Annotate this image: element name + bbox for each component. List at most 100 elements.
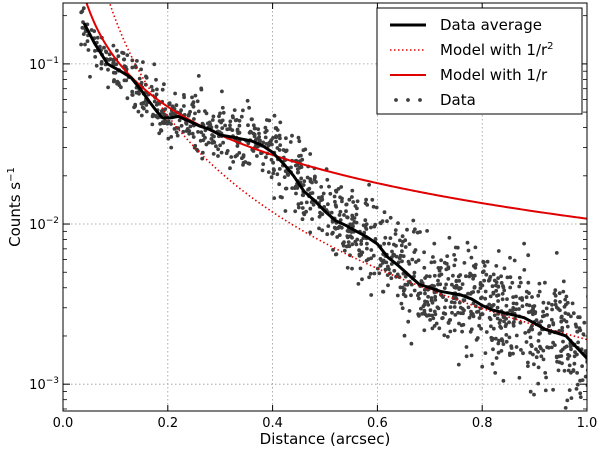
data-point: [537, 281, 542, 286]
data-point: [424, 274, 429, 278]
data-point: [533, 311, 537, 316]
data-point: [196, 130, 200, 134]
data-point: [283, 209, 288, 213]
data-point: [239, 114, 244, 119]
data-point: [517, 275, 522, 280]
data-point: [296, 170, 301, 175]
data-point: [561, 289, 566, 294]
data-point: [204, 111, 209, 116]
data-point: [115, 79, 120, 84]
data-point: [168, 112, 173, 117]
data-point: [175, 133, 180, 138]
data-point: [553, 299, 558, 303]
data-point: [394, 254, 399, 259]
data-point: [440, 316, 445, 320]
data-point: [544, 375, 548, 380]
data-point: [369, 248, 374, 252]
data-point: [480, 364, 485, 369]
data-point: [451, 273, 455, 278]
data-point: [517, 284, 522, 289]
data-point: [365, 246, 369, 251]
data-point: [475, 310, 479, 314]
data-point: [393, 232, 398, 236]
data-point: [311, 202, 316, 207]
data-point: [120, 50, 124, 55]
data-point: [274, 139, 279, 144]
data-point: [179, 108, 184, 113]
data-point: [499, 274, 503, 279]
data-point: [122, 57, 126, 62]
data-point: [341, 243, 346, 248]
data-point: [217, 119, 222, 123]
data-point: [325, 232, 330, 237]
data-point: [401, 292, 406, 297]
data-point: [416, 258, 421, 263]
data-point: [174, 103, 179, 108]
data-point: [303, 147, 308, 152]
data-point: [464, 345, 469, 349]
y-tick-label-exp: −1: [46, 56, 59, 66]
data-point: [296, 205, 301, 210]
data-point: [250, 117, 254, 122]
data-point: [496, 350, 501, 355]
data-point: [364, 258, 369, 263]
data-point: [494, 356, 499, 360]
data-point: [296, 202, 301, 207]
data-point: [350, 222, 355, 227]
data-point: [488, 294, 493, 299]
data-point: [448, 318, 453, 322]
data-point: [299, 153, 303, 158]
data-point: [511, 351, 515, 356]
data-point: [505, 297, 509, 301]
data-point: [476, 289, 481, 294]
data-point: [417, 314, 421, 318]
data-point: [462, 298, 467, 303]
data-point: [491, 303, 496, 307]
data-point: [511, 301, 516, 306]
data-point: [245, 98, 250, 103]
data-point: [422, 328, 427, 333]
data-point: [368, 271, 373, 276]
data-point: [297, 165, 302, 170]
data-point: [537, 332, 542, 336]
data-point: [163, 107, 168, 111]
data-point: [529, 309, 534, 314]
data-point: [452, 285, 457, 289]
data-point: [165, 121, 170, 126]
data-point: [435, 305, 440, 310]
legend-label-model-inverse-square-main: Model with 1/r: [440, 41, 548, 59]
data-point: [536, 365, 541, 370]
data-point: [508, 255, 512, 260]
data-point: [88, 74, 92, 79]
data-point: [550, 302, 554, 307]
data-point: [273, 126, 278, 131]
data-point: [347, 197, 352, 202]
data-point: [356, 282, 361, 286]
data-point: [382, 210, 387, 215]
data-point: [154, 77, 158, 82]
data-point: [151, 112, 156, 117]
data-point: [432, 260, 437, 264]
data-point: [184, 121, 188, 125]
data-point: [390, 249, 394, 254]
data-point: [563, 297, 568, 302]
data-point: [350, 188, 355, 193]
data-point: [269, 157, 274, 162]
data-point: [494, 336, 498, 341]
data-point: [255, 154, 259, 158]
data-point: [497, 338, 501, 343]
data-point: [539, 319, 544, 324]
data-point: [433, 298, 438, 302]
data-point: [144, 103, 149, 107]
data-point: [443, 305, 447, 310]
y-tick-label: 10−1: [29, 56, 59, 73]
data-point: [437, 268, 442, 273]
data-point: [473, 265, 478, 270]
data-point: [154, 102, 159, 107]
data-point: [321, 191, 326, 196]
data-point: [526, 360, 530, 365]
data-point: [544, 306, 549, 311]
data-point: [478, 306, 483, 311]
ticks: 0.0 0.2 0.4 0.6 0.8 1.010−310−210−1: [29, 3, 597, 431]
data-point: [542, 313, 547, 318]
